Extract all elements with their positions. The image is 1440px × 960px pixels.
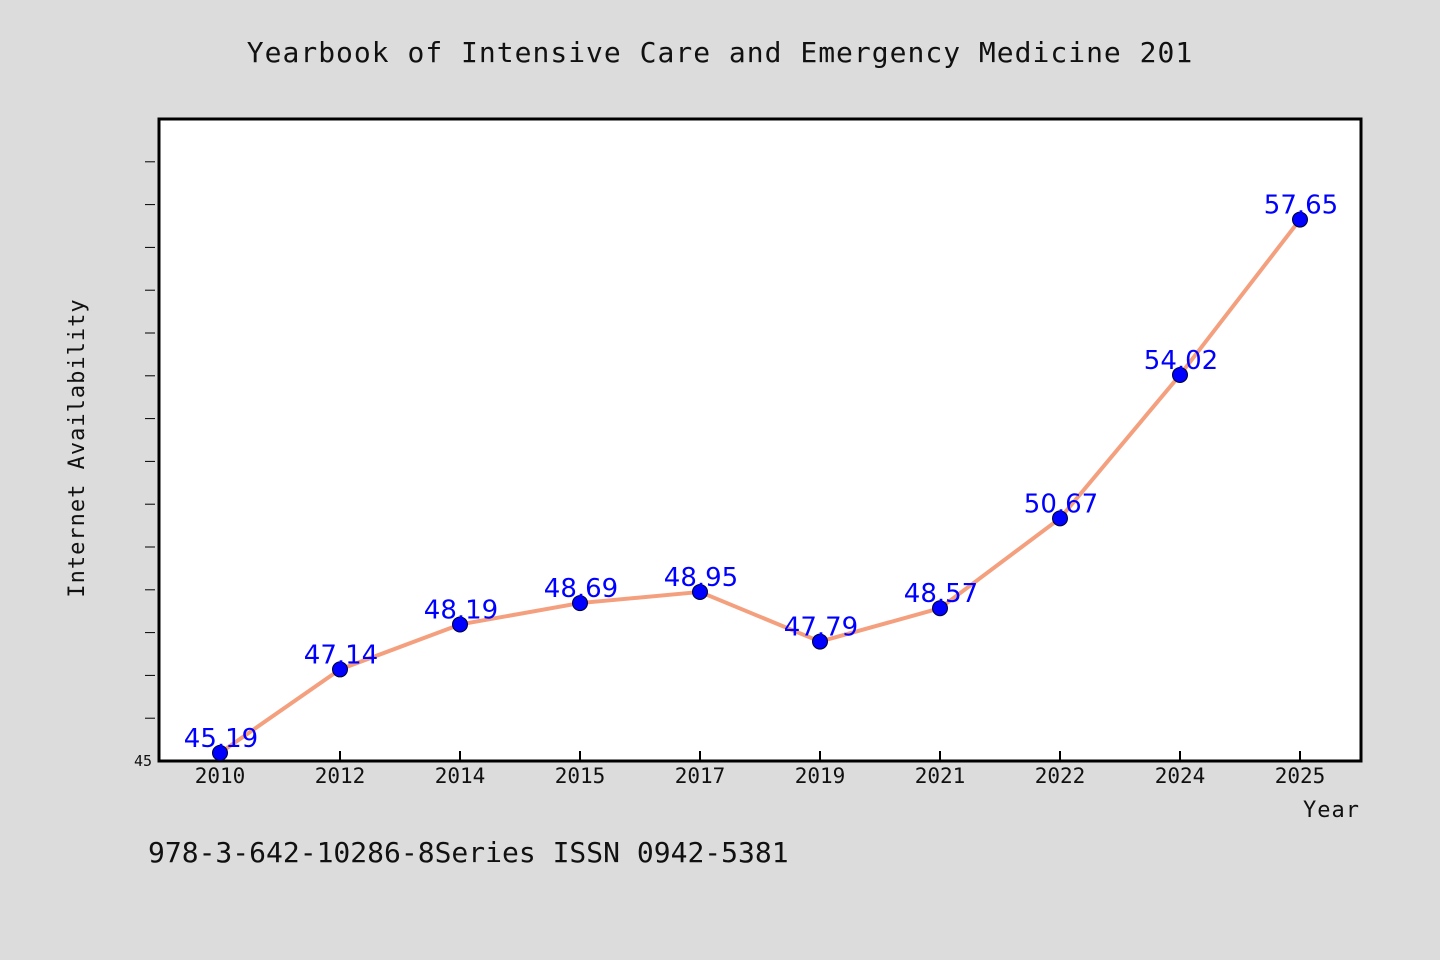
data-label: 48.19	[424, 595, 498, 625]
x-tick-label: 2024	[1155, 764, 1206, 788]
data-label: 48.57	[904, 579, 978, 609]
data-point	[1052, 510, 1068, 527]
data-label: 48.95	[664, 563, 738, 593]
plot-area	[157, 117, 1363, 763]
x-tick-label: 2022	[1035, 764, 1086, 788]
data-label: 57.65	[1264, 191, 1338, 221]
data-point	[572, 595, 588, 612]
series-line	[218, 218, 1302, 755]
data-point	[1172, 366, 1188, 383]
data-label: 45.19	[184, 724, 258, 754]
x-tick-label: 2021	[915, 764, 966, 788]
data-point	[1292, 211, 1308, 228]
x-tick-label: 2012	[315, 764, 366, 788]
x-tick-label: 2015	[555, 764, 606, 788]
x-tick-label: 2014	[435, 764, 486, 788]
data-label: 54.02	[1144, 346, 1218, 376]
data-label: 47.79	[784, 613, 858, 643]
y-axis-ticks	[145, 161, 155, 719]
x-axis-ticks	[219, 751, 1301, 761]
data-labels: 45.19 47.14 48.19 48.69 48.95 47.79 48.57 50.67…	[184, 191, 1338, 754]
data-point	[452, 616, 468, 633]
data-label: 50.67	[1024, 489, 1098, 519]
data-point	[332, 661, 348, 678]
data-point	[812, 633, 828, 650]
x-axis-tick-labels: 2010 2012 2014 2015 2017 2019 2021 2022 2024 2025	[195, 764, 1326, 788]
chart-title: Yearbook of Intensive Care and Emergency…	[247, 36, 1193, 69]
y-tick-label-min: 45	[134, 752, 152, 770]
data-markers	[212, 211, 1308, 761]
x-tick-label: 2025	[1275, 764, 1326, 788]
data-label: 47.14	[304, 640, 378, 670]
data-label: 48.69	[544, 574, 618, 604]
x-axis-label: Year	[1303, 798, 1360, 823]
y-axis-label: Internet Availability	[65, 298, 90, 597]
data-point	[692, 583, 708, 600]
data-point	[932, 600, 948, 617]
x-tick-label: 2010	[195, 764, 246, 788]
footer-text: 978-3-642-10286-8Series ISSN 0942-5381	[148, 836, 789, 869]
data-point	[212, 744, 228, 761]
x-tick-label: 2017	[675, 764, 726, 788]
x-tick-label: 2019	[795, 764, 846, 788]
